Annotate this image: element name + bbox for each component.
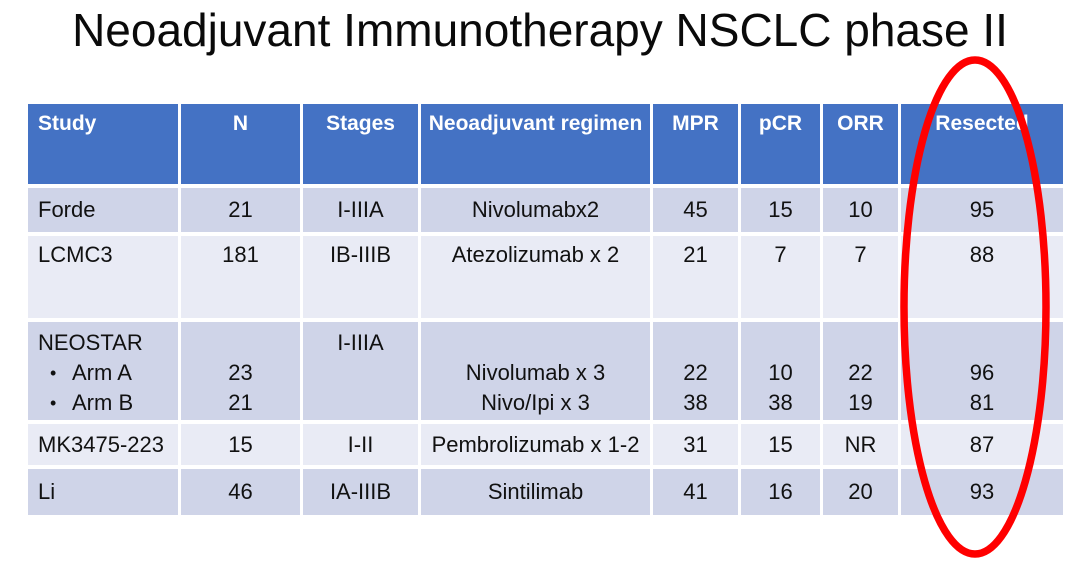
header-cell-regimen: Neoadjuvant regimen	[418, 100, 653, 188]
cell-study: LCMC3	[25, 232, 181, 322]
cell-line-empty	[309, 358, 412, 388]
cell-mpr: 45	[650, 184, 741, 236]
cell-regimen: Atezolizumab x 2	[418, 232, 653, 322]
table-row-forde: Forde 21 I-IIIA Nivolumabx2 45 15 10 95	[25, 184, 1066, 236]
cell-line-empty	[427, 328, 644, 358]
header-cell-mpr: MPR	[650, 100, 741, 188]
cell-line: I-IIIA	[337, 330, 384, 355]
cell-line: 96	[969, 360, 995, 385]
cell-line: 21	[228, 390, 253, 415]
cell-study: MK3475-223	[25, 420, 181, 469]
cell-line: 38	[683, 390, 708, 415]
cell-line: 19	[848, 390, 873, 415]
cell-line-empty	[907, 328, 1057, 358]
cell-n: 181	[178, 232, 303, 322]
cell-study: Li	[25, 465, 181, 519]
cell-mpr: 31	[650, 420, 741, 469]
cell-study: Forde	[25, 184, 181, 236]
arm-label: Arm A	[72, 360, 132, 385]
cell-line: 10	[768, 360, 793, 385]
study-results-table: Study N Stages Neoadjuvant regimen MPR p…	[25, 100, 1066, 519]
cell-line: 81	[969, 390, 995, 415]
cell-pcr: 16	[738, 465, 823, 519]
cell-line: 38	[768, 390, 793, 415]
cell-mpr: 41	[650, 465, 741, 519]
cell-line-empty	[187, 328, 294, 358]
header-row: Study N Stages Neoadjuvant regimen MPR p…	[25, 100, 1066, 188]
arm-label: Arm B	[72, 390, 134, 415]
cell-stages: I-IIIA	[300, 184, 421, 236]
cell-n: 46	[178, 465, 303, 519]
cell-resected: 96 81	[898, 318, 1066, 424]
header-cell-orr: ORR	[820, 100, 901, 188]
cell-mpr: 21	[650, 232, 741, 322]
header-cell-stages: Stages	[300, 100, 421, 188]
table-row-li: Li 46 IA-IIIB Sintilimab 41 16 20 93	[25, 465, 1066, 519]
header-cell-resected: Resected	[898, 100, 1066, 188]
study-arm-a: • Arm A	[38, 358, 172, 388]
cell-resected: 88	[898, 232, 1066, 322]
cell-line: 23	[228, 360, 253, 385]
cell-orr: NR	[820, 420, 901, 469]
cell-orr: 7	[820, 232, 901, 322]
bullet-icon: •	[50, 393, 57, 413]
cell-n: 21	[178, 184, 303, 236]
header-cell-n: N	[178, 100, 303, 188]
cell-study: NEOSTAR • Arm A • Arm B	[25, 318, 181, 424]
cell-pcr: 15	[738, 420, 823, 469]
cell-orr: 22 19	[820, 318, 901, 424]
cell-mpr: 22 38	[650, 318, 741, 424]
cell-orr: 20	[820, 465, 901, 519]
study-arm-b: • Arm B	[38, 388, 172, 418]
cell-line-empty	[659, 328, 732, 358]
cell-resected: 87	[898, 420, 1066, 469]
cell-regimen: Pembrolizumab x 1-2	[418, 420, 653, 469]
cell-line-empty	[747, 328, 814, 358]
cell-pcr: 10 38	[738, 318, 823, 424]
cell-regimen: Nivolumabx2	[418, 184, 653, 236]
table-row-lcmc3: LCMC3 181 IB-IIIB Atezolizumab x 2 21 7 …	[25, 232, 1066, 322]
cell-resected: 95	[898, 184, 1066, 236]
cell-line-empty	[309, 388, 412, 418]
cell-line-empty	[829, 328, 892, 358]
study-name: NEOSTAR	[38, 330, 143, 355]
cell-resected: 93	[898, 465, 1066, 519]
cell-pcr: 15	[738, 184, 823, 236]
cell-regimen: Sintilimab	[418, 465, 653, 519]
cell-line: 22	[683, 360, 708, 385]
cell-line: 22	[848, 360, 873, 385]
cell-regimen: Nivolumab x 3 Nivo/Ipi x 3	[418, 318, 653, 424]
header-cell-pcr: pCR	[738, 100, 823, 188]
page-title: Neoadjuvant Immunotherapy NSCLC phase II	[72, 4, 1008, 56]
cell-n: 23 21	[178, 318, 303, 424]
cell-pcr: 7	[738, 232, 823, 322]
cell-orr: 10	[820, 184, 901, 236]
cell-line: Nivo/Ipi x 3	[481, 390, 590, 415]
bullet-icon: •	[50, 363, 57, 383]
table-row-mk3475-223: MK3475-223 15 I-II Pembrolizumab x 1-2 3…	[25, 420, 1066, 469]
header-cell-study: Study	[25, 100, 181, 188]
table-row-neostar: NEOSTAR • Arm A • Arm B 23 21 I-IIIA Nivol…	[25, 318, 1066, 424]
cell-stages: IA-IIIB	[300, 465, 421, 519]
cell-stages: IB-IIIB	[300, 232, 421, 322]
cell-n: 15	[178, 420, 303, 469]
cell-stages: I-IIIA	[300, 318, 421, 424]
cell-stages: I-II	[300, 420, 421, 469]
cell-line: Nivolumab x 3	[465, 360, 606, 385]
